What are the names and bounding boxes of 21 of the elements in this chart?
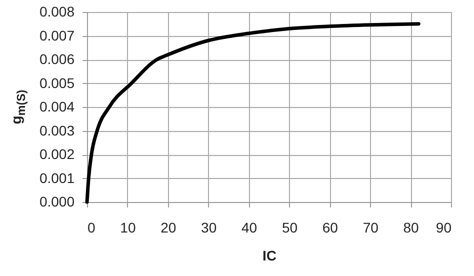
x-tick-label: 90 [436, 220, 452, 236]
line-series [85, 22, 420, 204]
x-tick-label: 20 [160, 220, 176, 236]
y-tick-label: 0.008 [39, 4, 75, 20]
y-tick-label: 0.007 [39, 27, 75, 44]
x-tick-label: 60 [322, 220, 338, 236]
y-tick-label: 0.003 [39, 122, 75, 138]
y-tick-label: 0.000 [39, 194, 75, 210]
x-axis-title: IC [262, 248, 276, 264]
y-tick-label: 0.001 [39, 170, 75, 186]
y-tick-label: 0.004 [39, 98, 75, 114]
y-tick-label: 0.002 [39, 146, 75, 162]
x-tick-label: 30 [201, 220, 217, 236]
x-tick-label: 40 [241, 220, 258, 236]
x-tick-label: 0 [88, 220, 96, 236]
y-tick-label: 0.005 [39, 74, 75, 91]
x-tick-label: 70 [362, 220, 379, 236]
y-tick-label: 0.006 [39, 51, 75, 67]
x-tick-label: 50 [282, 220, 298, 236]
x-tick-label: 10 [120, 220, 136, 236]
x-tick-label: 80 [403, 220, 420, 236]
